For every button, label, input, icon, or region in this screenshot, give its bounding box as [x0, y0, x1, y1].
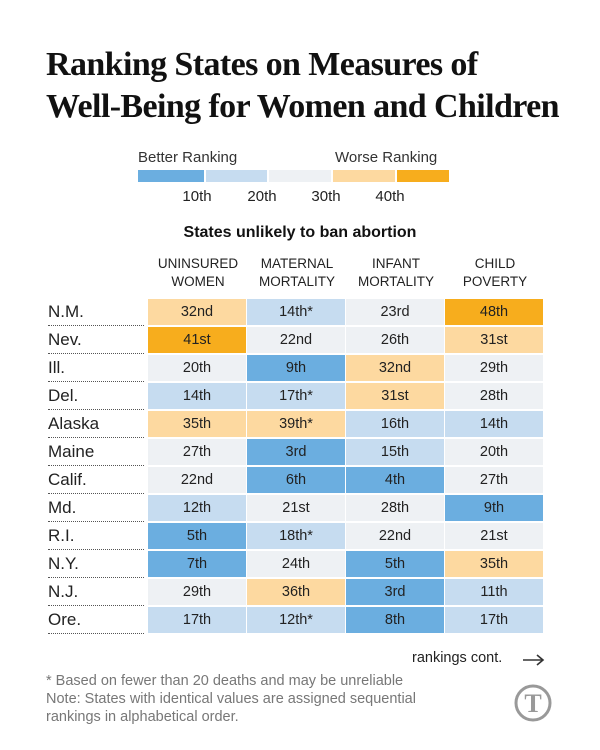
- legend-tick-40th: 40th: [375, 188, 405, 205]
- row-label: Nev.: [48, 330, 82, 349]
- legend-tick-30th: 30th: [311, 188, 341, 205]
- row-label: Md.: [48, 498, 77, 517]
- table-cell: 22nd: [247, 327, 345, 353]
- row-label: Calif.: [48, 470, 87, 489]
- table-cell: 29th: [445, 355, 543, 381]
- row-label: Ill.: [48, 358, 65, 377]
- legend-better-label: Better Ranking: [138, 149, 238, 166]
- table-cell: 6th: [247, 467, 345, 493]
- table-cell: 28th: [445, 383, 543, 409]
- legend-swatch-4: [333, 170, 395, 182]
- row-leader-dots: [48, 437, 144, 438]
- row-leader-dots: [48, 549, 144, 550]
- table-cell: 9th: [247, 355, 345, 381]
- legend-swatch-5: [397, 170, 449, 182]
- table-cell: 14th: [148, 383, 246, 409]
- table-cell: 24th: [247, 551, 345, 577]
- table-cell: 12th*: [247, 607, 345, 633]
- row-leader-dots: [48, 325, 144, 326]
- table-cell: 31st: [346, 383, 444, 409]
- row-label: Ore.: [48, 610, 82, 629]
- row-label: Del.: [48, 386, 79, 405]
- table-cell: 32nd: [346, 355, 444, 381]
- table-cell: 4th: [346, 467, 444, 493]
- table-cell: 41st: [148, 327, 246, 353]
- table-cell: 31st: [445, 327, 543, 353]
- row-leader-dots: [48, 605, 144, 606]
- footnote-methodology: Note: States with identical values are a…: [46, 691, 416, 725]
- table-cell: 27th: [445, 467, 543, 493]
- title-line-1: Ranking States on Measures of: [46, 46, 478, 83]
- table-cell: 29th: [148, 579, 246, 605]
- row-leader-dots: [48, 493, 144, 494]
- row-label: Maine: [48, 442, 95, 461]
- column-header-maternal-mortality: Maternal mortality: [258, 256, 335, 289]
- legend-worse-label: Worse Ranking: [335, 149, 438, 166]
- table-cell: 17th*: [247, 383, 345, 409]
- row-label: N.M.: [48, 302, 84, 321]
- svg-text:T: T: [524, 689, 541, 718]
- row-label: N.J.: [48, 582, 79, 601]
- table-cell: 9th: [445, 495, 543, 521]
- table-cell: 8th: [346, 607, 444, 633]
- table-cell: 32nd: [148, 299, 246, 325]
- legend-swatch-1: [138, 170, 204, 182]
- table-cell: 5th: [346, 551, 444, 577]
- row-leader-dots: [48, 521, 144, 522]
- row-label: Alaska: [48, 414, 100, 433]
- row-leader-dots: [48, 633, 144, 634]
- table-cell: 17th: [445, 607, 543, 633]
- table-cell: 7th: [148, 551, 246, 577]
- table-cell: 35th: [445, 551, 543, 577]
- table-cell: 23rd: [346, 299, 444, 325]
- table-cell: 22nd: [346, 523, 444, 549]
- table-cell: 15th: [346, 439, 444, 465]
- column-header-uninsured-women: Uninsured women: [157, 256, 239, 289]
- table-cell: 20th: [148, 355, 246, 381]
- table-cell: 3rd: [346, 579, 444, 605]
- table-cell: 14th*: [247, 299, 345, 325]
- table-subtitle: States unlikely to ban abortion: [183, 224, 417, 241]
- footnote-unreliable: * Based on fewer than 20 deaths and may …: [46, 673, 404, 689]
- row-leader-dots: [48, 465, 144, 466]
- column-header-infant-mortality: Infant mortality: [357, 256, 434, 289]
- legend-tick-10th: 10th: [182, 188, 212, 205]
- table-cell: 27th: [148, 439, 246, 465]
- table-cell: 11th: [445, 579, 543, 605]
- table-cell: 48th: [445, 299, 543, 325]
- table-cell: 21st: [445, 523, 543, 549]
- row-label: N.Y.: [48, 554, 79, 573]
- table-cell: 12th: [148, 495, 246, 521]
- table-cell: 26th: [346, 327, 444, 353]
- table-cell: 18th*: [247, 523, 345, 549]
- legend-swatch-2: [206, 170, 267, 182]
- legend-swatch-3: [269, 170, 331, 182]
- right-arrow-icon: [523, 654, 545, 666]
- table-cell: 21st: [247, 495, 345, 521]
- column-header-child-poverty: Child poverty: [462, 256, 528, 289]
- table-cell: 28th: [346, 495, 444, 521]
- legend-tick-20th: 20th: [247, 188, 277, 205]
- table-cell: 5th: [148, 523, 246, 549]
- row-label: R.I.: [48, 526, 75, 545]
- table-cell: 3rd: [247, 439, 345, 465]
- chart-title: Ranking States on Measures of Well-Being…: [46, 44, 586, 128]
- table-cell: 39th*: [247, 411, 345, 437]
- table-cell: 35th: [148, 411, 246, 437]
- table-cell: 14th: [445, 411, 543, 437]
- table-cell: 20th: [445, 439, 543, 465]
- row-leader-dots: [48, 577, 144, 578]
- rankings-continued-label: rankings cont.: [412, 650, 503, 666]
- title-line-2: Well-Being for Women and Children: [46, 88, 560, 125]
- table-cell: 17th: [148, 607, 246, 633]
- table-cell: 36th: [247, 579, 345, 605]
- table-cell: 16th: [346, 411, 444, 437]
- table-cell: 22nd: [148, 467, 246, 493]
- row-leader-dots: [48, 409, 144, 410]
- row-leader-dots: [48, 353, 144, 354]
- row-leader-dots: [48, 381, 144, 382]
- nyt-logo-icon: T: [514, 684, 552, 722]
